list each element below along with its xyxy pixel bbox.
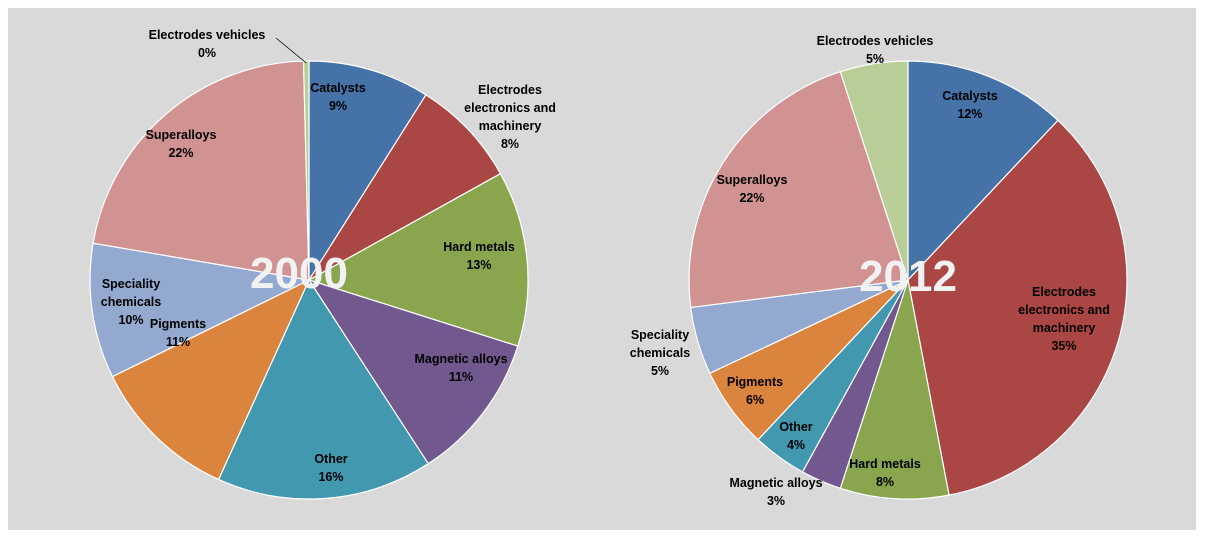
label-superalloys: Superalloys 22% bbox=[146, 128, 217, 160]
label-pigments: Pigments 6% bbox=[727, 375, 783, 407]
label-electrodes-vehicles: Electrodes vehicles 0% bbox=[149, 28, 266, 60]
label-magnetic-alloys: Magnetic alloys 3% bbox=[729, 476, 822, 508]
slice-hard-metals bbox=[307, 172, 529, 347]
leader-line bbox=[275, 37, 307, 64]
label-hard-metals: Hard metals 8% bbox=[849, 457, 921, 489]
slice-electrodes-vehicles bbox=[839, 60, 909, 281]
label-pigments: Pigments 11% bbox=[150, 317, 206, 349]
chart-title: 2000 bbox=[250, 249, 348, 298]
slice-catalysts bbox=[907, 60, 1059, 282]
label-electrodes-vehicles: Electrodes vehicles 5% bbox=[817, 34, 934, 66]
label-hard-metals: Hard metals 13% bbox=[443, 240, 515, 272]
label-magnetic-alloys: Magnetic alloys 11% bbox=[414, 352, 507, 384]
slice-hard-metals bbox=[839, 279, 950, 500]
slice-other bbox=[217, 278, 430, 500]
pie-charts-svg: Catalysts 9% Electrodes electronics and mach… bbox=[89, 28, 1128, 508]
label-other: Other 4% bbox=[779, 420, 812, 452]
label-speciality-chemicals: Speciality chemicals 10% bbox=[101, 277, 162, 327]
slice-speciality-chemicals bbox=[89, 242, 311, 378]
label-other: Other 16% bbox=[314, 452, 347, 484]
label-catalysts: Catalysts 12% bbox=[942, 89, 998, 121]
label-superalloys: Superalloys 22% bbox=[717, 173, 788, 205]
pie-chart-2000: Catalysts 9% Electrodes electronics and mach… bbox=[89, 28, 556, 500]
label-electrodes-electronics-and-machinery: Electrodes electronics and machinery 8% bbox=[464, 83, 556, 151]
chart-title: 2012 bbox=[859, 252, 957, 301]
slice-magnetic-alloys bbox=[307, 278, 519, 465]
slice-superalloys bbox=[92, 60, 310, 281]
slice-electrodes-electronics-and-machinery bbox=[907, 119, 1128, 496]
slice-catalysts bbox=[308, 60, 427, 283]
slice-electrodes-electronics-and-machinery bbox=[308, 94, 502, 281]
chart-area: Catalysts 9% Electrodes electronics and mach… bbox=[8, 8, 1196, 530]
slice-superalloys bbox=[688, 70, 909, 309]
slice-pigments bbox=[111, 278, 311, 481]
label-speciality-chemicals: Speciality chemicals 5% bbox=[630, 328, 691, 378]
label-catalysts: Catalysts 9% bbox=[310, 81, 366, 113]
pie-chart-2012: Catalysts 12% Electrodes electronics and mac… bbox=[630, 34, 1128, 508]
label-electrodes-electronics-and-machinery: Electrodes electronics and machinery 35% bbox=[1018, 285, 1110, 353]
